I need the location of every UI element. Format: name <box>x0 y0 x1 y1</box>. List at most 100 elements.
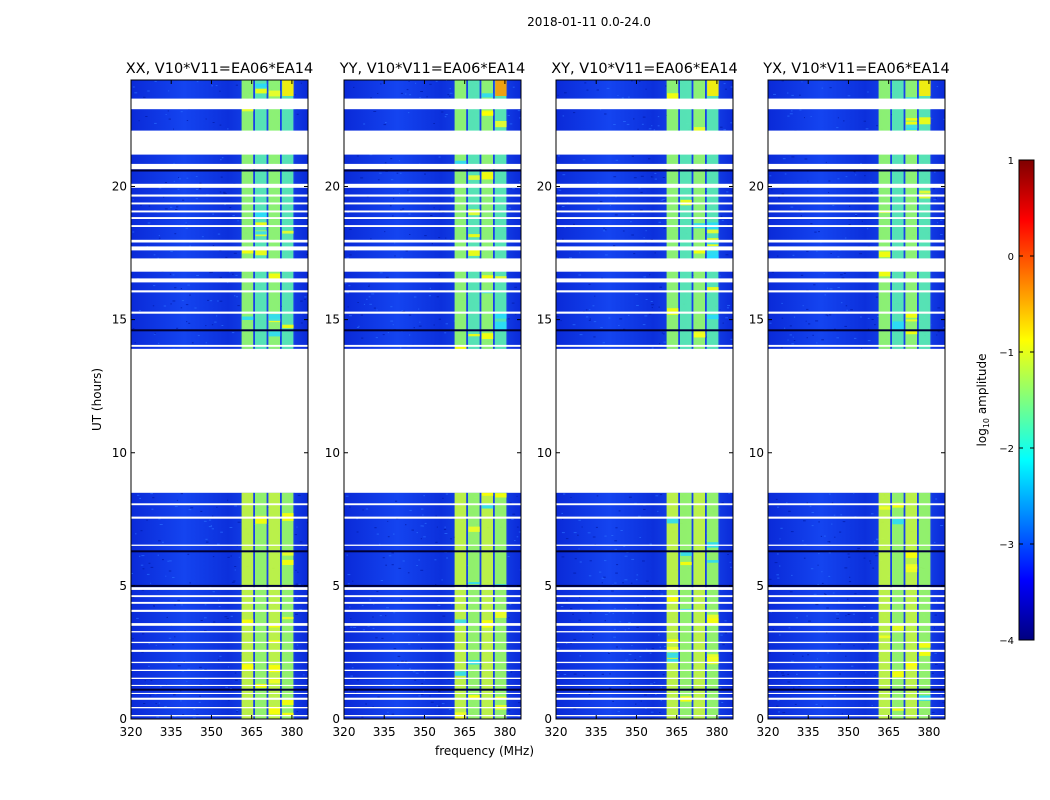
x-tick-label: 365 <box>453 725 476 739</box>
colorbar-label-suffix: amplitude <box>975 354 989 418</box>
rfi-channel-band <box>241 80 254 349</box>
y-tick-label: 20 <box>749 180 764 194</box>
flagged-gap <box>768 311 945 314</box>
flagged-gap <box>131 544 308 546</box>
heatmap-content <box>768 80 945 719</box>
rfi-channel-band <box>281 80 294 349</box>
flagged-gap <box>556 258 733 272</box>
x-tick-label: 320 <box>545 725 568 739</box>
flagged-gap <box>344 623 521 626</box>
flagged-gap <box>131 130 308 155</box>
flagged-gap <box>556 544 733 546</box>
flagged-gap <box>768 202 945 205</box>
flagged-gap <box>131 609 308 612</box>
flagged-gap <box>768 210 945 213</box>
x-tick-label: 320 <box>120 725 143 739</box>
colorbar-label-sub: 10 <box>982 418 991 428</box>
axes-frame <box>555 79 734 720</box>
flagged-gap <box>131 217 308 219</box>
panel-title: XX, V10*V11=EA06*EA14 <box>126 61 314 77</box>
flagged-gap <box>556 661 733 664</box>
panel-3: 320 335 350 365 380 0 5 10 15 20 XY, V10*V11=EA06*… <box>537 61 738 739</box>
x-tick-label: 365 <box>240 725 263 739</box>
flagged-gap <box>344 601 521 604</box>
rfi-channel-band <box>693 80 706 349</box>
flagged-gap <box>556 715 733 717</box>
flagged-gap <box>344 202 521 205</box>
rfi-channel-band <box>706 80 719 349</box>
flagged-gap <box>556 677 733 679</box>
x-tick-label: 335 <box>585 725 608 739</box>
y-tick-label: 15 <box>112 313 127 327</box>
rfi-channel-band <box>481 80 494 349</box>
flagged-gap <box>344 239 521 243</box>
flagged-gap <box>344 98 521 110</box>
flagged-gap <box>556 649 733 652</box>
flagged-gap <box>344 595 521 598</box>
flagged-gap <box>131 677 308 679</box>
flagged-gap <box>131 183 308 188</box>
flagged-gap <box>344 641 521 644</box>
flagged-gap <box>768 290 945 293</box>
flagged-gap <box>768 344 945 347</box>
flagged-gap <box>131 697 308 700</box>
y-tick-label: 20 <box>325 180 340 194</box>
flagged-gap <box>768 544 945 546</box>
axes-frame <box>767 79 946 720</box>
panel-1: 320 335 350 365 380 0 5 10 15 20 XX, V10*V11=EA06*… <box>90 61 313 739</box>
heatmap-content <box>131 80 308 719</box>
flagged-gap <box>556 631 733 633</box>
flagged-gap <box>768 677 945 679</box>
y-tick-label: 10 <box>537 446 552 460</box>
heatmap-content <box>556 80 733 719</box>
flagged-gap <box>556 225 733 227</box>
flagged-gap <box>768 623 945 626</box>
flagged-gap <box>768 503 945 506</box>
flagged-gap <box>344 278 521 283</box>
flagged-gap <box>768 587 945 590</box>
flagged-gap <box>131 258 308 272</box>
flagged-gap <box>344 684 521 686</box>
y-tick-label: 20 <box>112 180 127 194</box>
flagged-gap <box>131 641 308 644</box>
y-tick-label: 0 <box>332 712 340 726</box>
colorbar-tick-label: −1 <box>999 348 1014 359</box>
colorbar-tick-label: 1 <box>1008 156 1014 167</box>
panel-4: 320 335 350 365 380 0 5 10 15 20 YX, V10*V11=EA06*… <box>749 61 950 739</box>
flagged-gap <box>344 183 521 188</box>
panel-title: YY, V10*V11=EA06*EA14 <box>339 61 525 77</box>
data-segment-2 <box>344 80 521 349</box>
flagged-gap <box>556 130 733 155</box>
x-tick-label: 380 <box>917 725 940 739</box>
flagged-gap <box>556 239 733 243</box>
flagged-gap <box>768 609 945 612</box>
flagged-gap <box>768 649 945 652</box>
flagged-gap <box>131 649 308 652</box>
flagged-gap <box>768 225 945 227</box>
flagged-gap <box>131 707 308 709</box>
colorbar-tick-label: −2 <box>999 444 1014 455</box>
flagged-gap <box>344 707 521 709</box>
flagged-gap <box>768 217 945 219</box>
x-tick-label: 380 <box>705 725 728 739</box>
flagged-gap <box>768 183 945 188</box>
flagged-gap <box>556 163 733 170</box>
flagged-gap <box>768 697 945 700</box>
rfi-channel-band <box>494 80 507 349</box>
flagged-gap <box>556 278 733 283</box>
colorbar-label: log10 amplitude <box>975 354 991 447</box>
flagged-gap <box>556 217 733 219</box>
flagged-gap <box>768 684 945 686</box>
data-segment-2 <box>131 80 308 349</box>
flagged-gap <box>131 692 308 694</box>
x-tick-label: 350 <box>200 725 223 739</box>
flagged-gap <box>131 194 308 197</box>
flagged-gap <box>131 290 308 293</box>
panels: 320 335 350 365 380 0 5 10 15 20 XX, V10*V11=EA06*… <box>90 61 950 758</box>
flagged-gap <box>131 669 308 671</box>
flagged-gap <box>131 503 308 506</box>
panel-title: YX, V10*V11=EA06*EA14 <box>762 61 949 77</box>
flagged-gap <box>344 130 521 155</box>
flagged-gap <box>556 290 733 293</box>
flagged-gap <box>344 587 521 590</box>
